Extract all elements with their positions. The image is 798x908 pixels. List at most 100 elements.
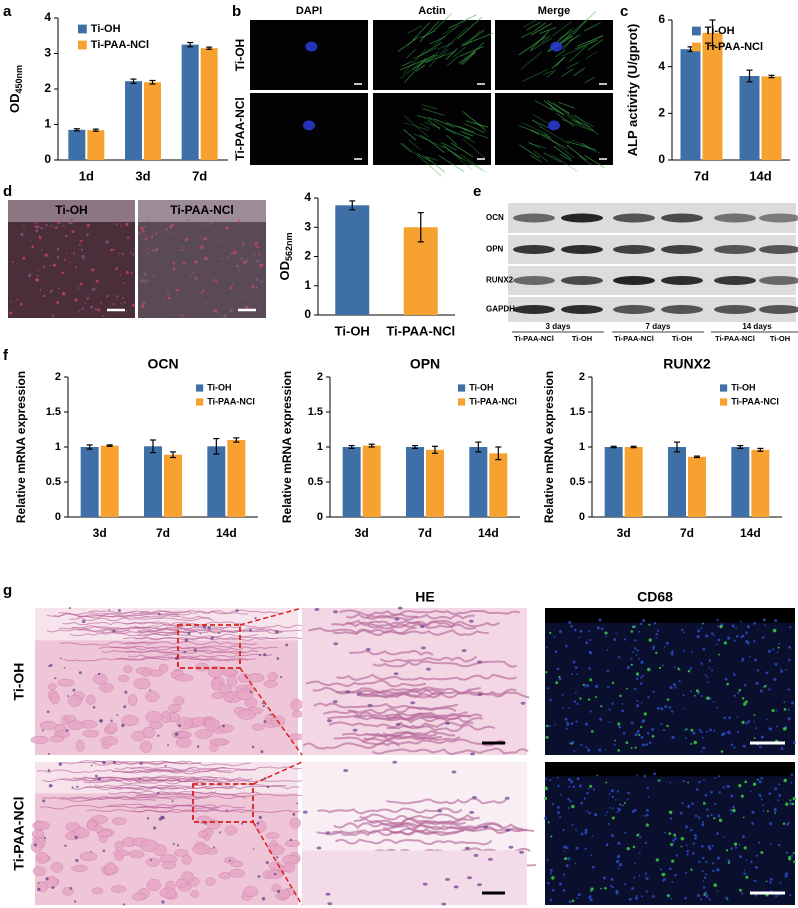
tissue-fiber	[335, 838, 493, 846]
cell-nucleus	[723, 716, 726, 719]
cell-nucleus	[787, 821, 790, 824]
muscle-fiber	[32, 866, 46, 877]
image-label: Ti-PAA-NCl	[170, 203, 234, 217]
actin-fiber	[584, 22, 601, 32]
stain-speck	[262, 263, 264, 266]
nucleus	[150, 859, 153, 862]
actin-fiber	[408, 139, 421, 151]
cell-nucleus	[760, 776, 764, 780]
muscle-fiber	[205, 877, 216, 886]
cell-nucleus	[769, 822, 773, 826]
actin-fiber	[572, 114, 595, 128]
bar	[761, 76, 782, 160]
cd68-signal	[738, 784, 742, 788]
cd68-signal	[788, 855, 791, 859]
nucleus	[256, 821, 260, 825]
actin-fiber	[530, 23, 552, 36]
cell-nucleus	[609, 884, 613, 888]
error-bar	[475, 441, 482, 453]
cell-nucleus	[700, 750, 703, 753]
cd68-signal	[558, 675, 561, 678]
stain-speck	[48, 257, 51, 259]
tissue-fiber	[331, 620, 501, 629]
tissue-fiber	[98, 646, 244, 651]
cell-nucleus	[605, 635, 607, 637]
stain-speck	[69, 220, 73, 225]
actin-fiber	[459, 46, 484, 57]
stain-speck	[19, 302, 23, 306]
bar	[489, 453, 508, 517]
nucleus	[174, 732, 179, 736]
cell-nucleus	[616, 859, 620, 864]
tissue-fiber	[59, 797, 156, 802]
muscle-fiber	[133, 678, 151, 690]
stain-speck	[79, 282, 83, 286]
stain-speck	[110, 248, 114, 252]
cell-nucleus	[755, 854, 758, 857]
cd68-signal	[667, 894, 670, 898]
actin-fiber	[552, 21, 573, 37]
cell-nucleus	[573, 628, 577, 632]
cell-nucleus	[568, 785, 571, 788]
bar	[624, 447, 643, 517]
cell-nucleus	[739, 620, 742, 623]
cd68-signal	[687, 669, 691, 673]
nucleus	[275, 630, 279, 634]
cd68-signal	[630, 663, 633, 666]
actin-fiber	[420, 30, 436, 39]
cd68-signal	[668, 810, 673, 815]
cell-nucleus	[710, 790, 713, 794]
cell-nucleus	[753, 720, 755, 723]
error-bar	[73, 128, 80, 132]
cell-nucleus	[789, 894, 792, 897]
stain-speck	[74, 266, 77, 269]
cell-nucleus	[639, 622, 643, 626]
stain-speck	[38, 236, 42, 240]
cell-nucleus	[717, 638, 721, 642]
nucleus	[332, 700, 338, 704]
stain-speck	[115, 223, 118, 226]
cell-nucleus	[705, 634, 709, 638]
tissue-fiber	[134, 636, 279, 640]
cell-nucleus	[690, 690, 693, 693]
cell-nucleus	[585, 746, 588, 749]
stain-speck	[229, 308, 233, 313]
actin-fiber	[403, 115, 429, 138]
row-label: Ti-OH	[233, 39, 247, 71]
x-tick-label: 7d	[156, 526, 170, 540]
tissue-fiber	[63, 657, 256, 662]
stain-speck	[230, 251, 234, 255]
cell-nucleus	[563, 845, 567, 849]
error-bar	[130, 78, 137, 84]
stain-speck	[225, 226, 229, 230]
nucleus	[333, 642, 339, 646]
nucleus	[219, 831, 222, 834]
y-tick-label: 3	[304, 219, 311, 233]
cell-nucleus	[634, 639, 637, 642]
cd68-signal	[658, 666, 662, 670]
cd68-signal	[545, 724, 549, 728]
cell-nucleus	[735, 634, 739, 638]
stain-speck	[118, 254, 120, 256]
stain-speck	[106, 295, 109, 298]
nucleus	[72, 688, 76, 692]
cell-nucleus	[773, 808, 777, 812]
cell-nucleus	[613, 637, 617, 641]
muscle-fiber	[145, 711, 163, 724]
bar	[68, 129, 86, 160]
cell-nucleus	[635, 654, 638, 657]
y-tick-label: 4	[658, 59, 665, 73]
cd68-signal	[600, 887, 602, 890]
stain-speck	[28, 273, 32, 277]
cell-nucleus	[651, 895, 655, 898]
stain-speck	[162, 232, 165, 235]
panel-letter: e	[473, 183, 481, 200]
cell-nucleus	[702, 880, 705, 882]
tissue-fiber	[73, 775, 218, 780]
cell-nucleus	[572, 785, 576, 789]
cd68-signal	[702, 622, 704, 625]
nucleus	[461, 649, 467, 653]
nucleus	[305, 41, 318, 52]
stain-speck	[100, 302, 102, 304]
cell-nucleus	[588, 667, 591, 670]
